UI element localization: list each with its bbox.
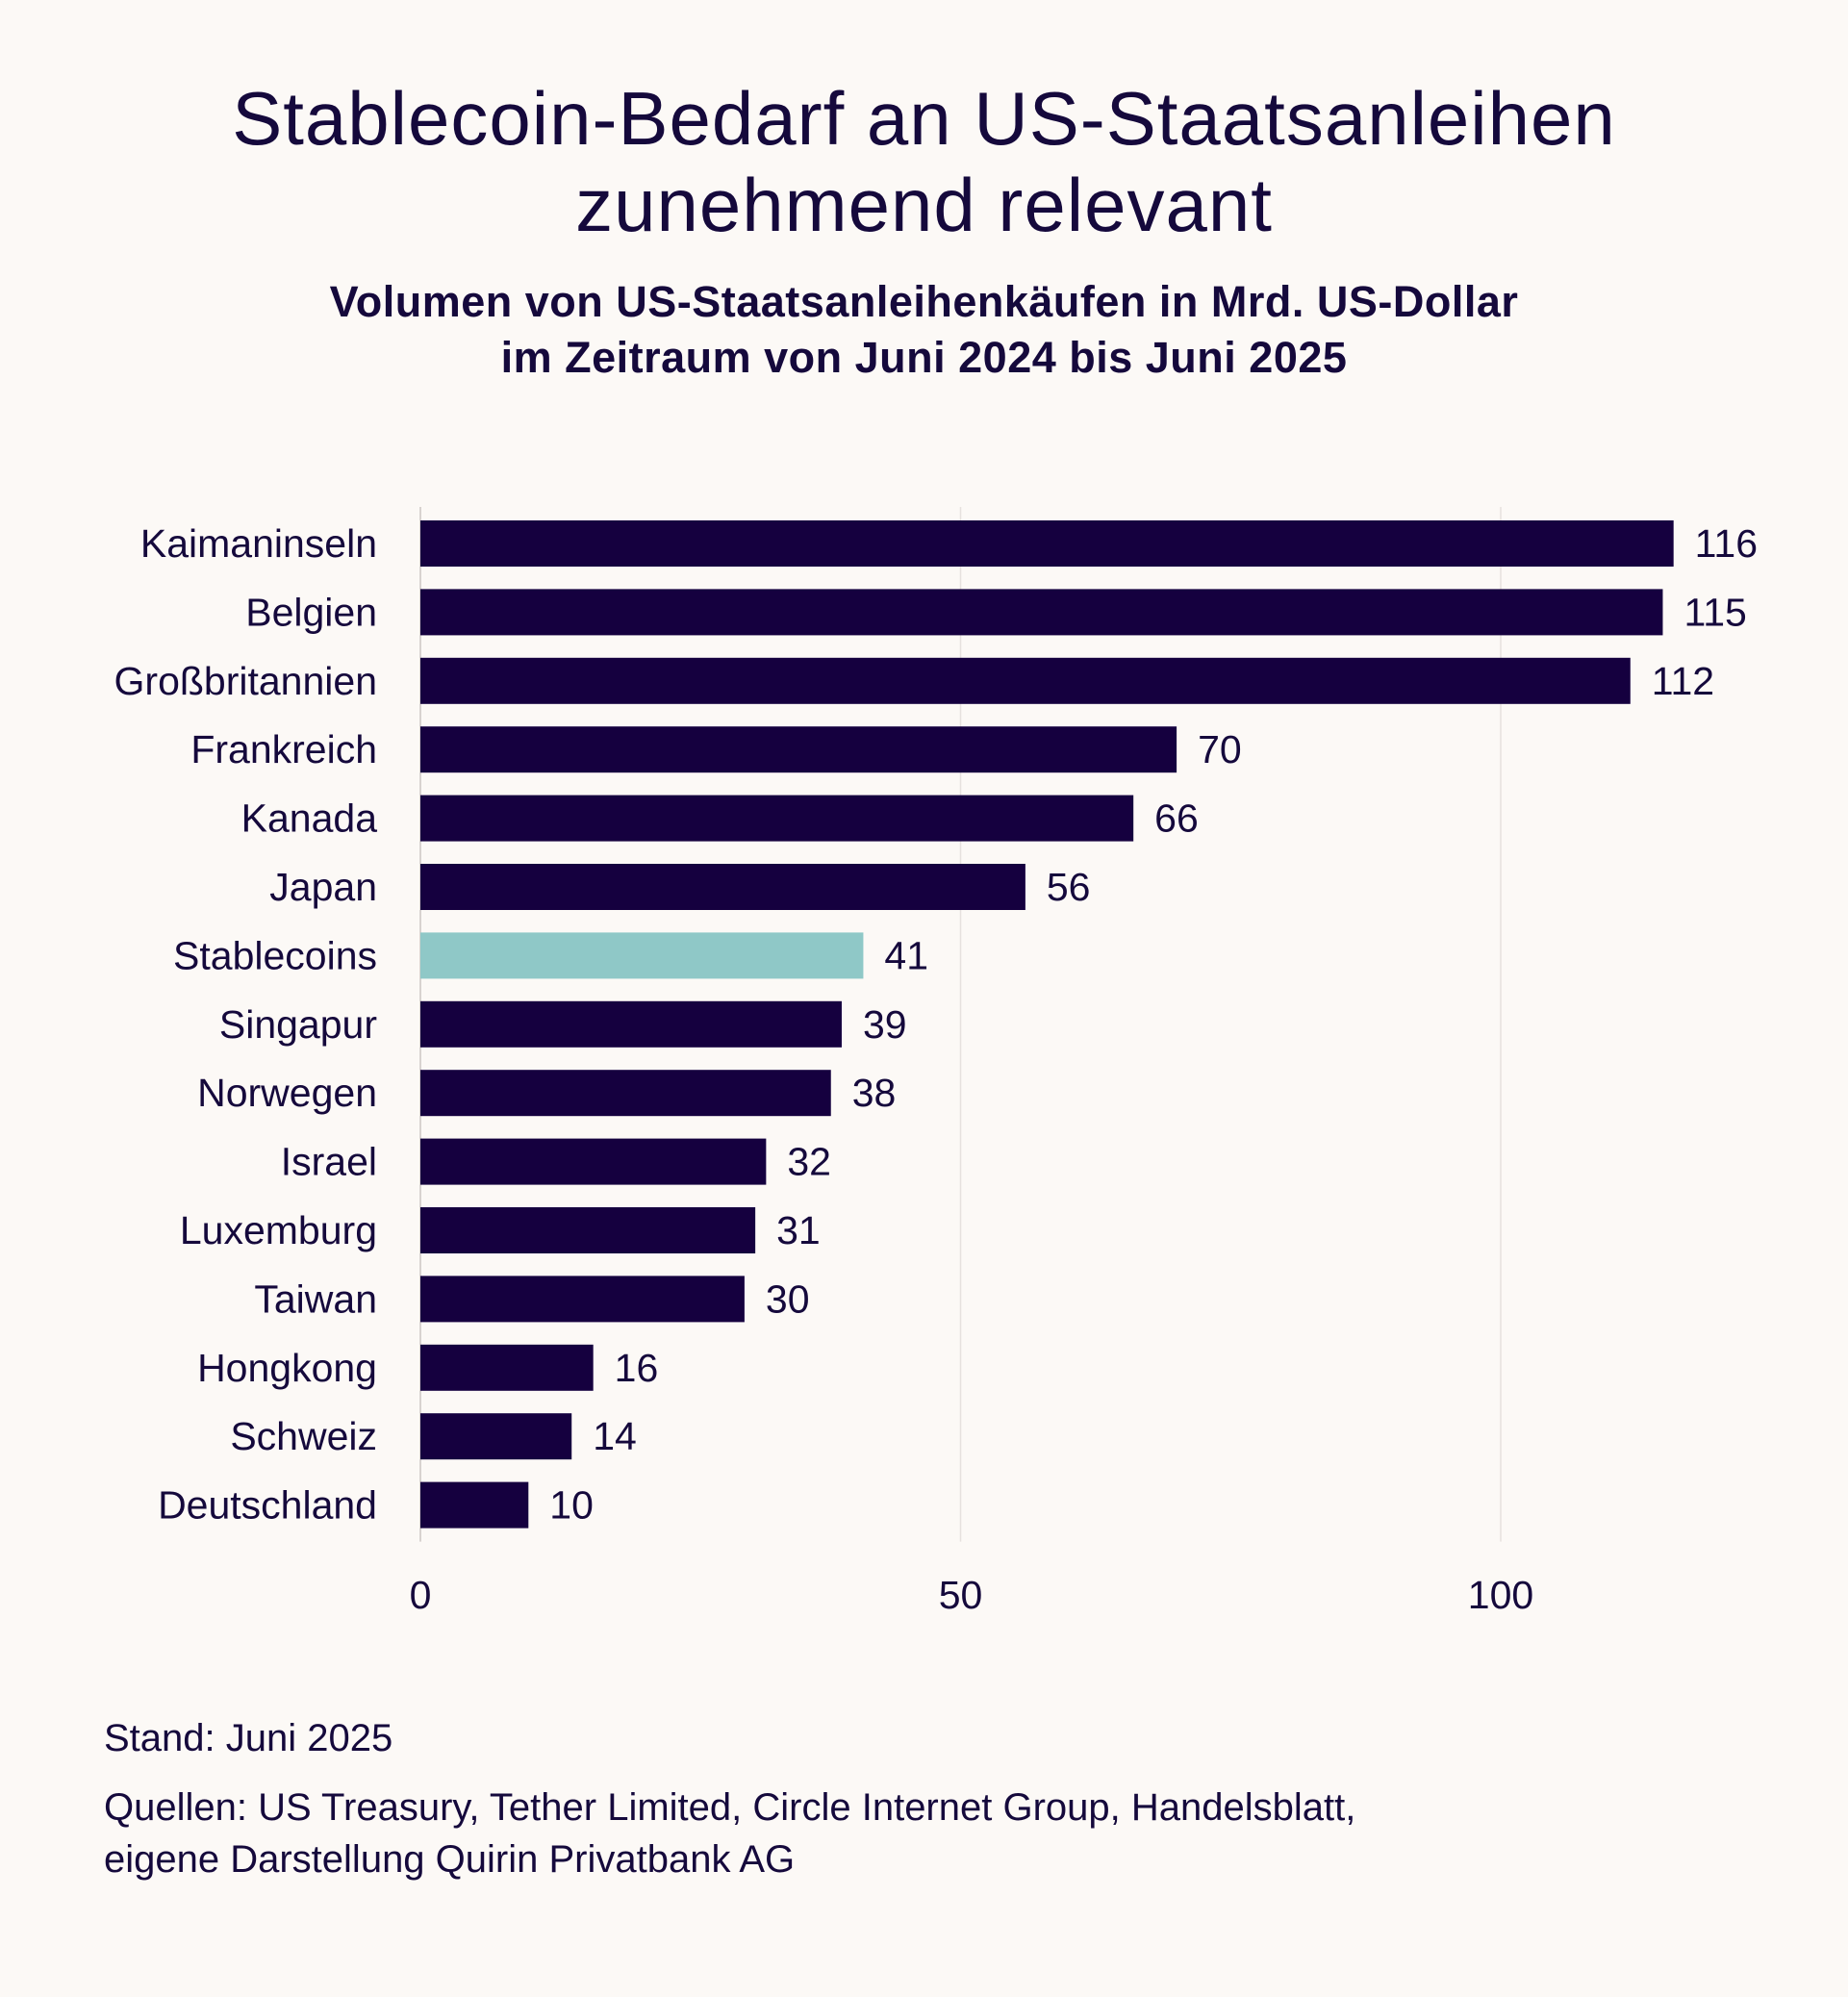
category-label: Schweiz [230,1414,377,1458]
data-label: 30 [766,1277,810,1321]
x-tick-label: 50 [939,1573,983,1617]
data-label: 66 [1154,796,1199,841]
data-label: 116 [1695,521,1758,566]
data-label: 10 [549,1483,594,1528]
category-label: Israel [281,1140,377,1184]
x-tick-label: 100 [1468,1573,1533,1617]
data-label: 115 [1683,590,1746,634]
bar [420,657,1631,704]
category-label: Stablecoins [173,933,377,977]
category-label: Kaimaninseln [140,521,377,566]
chart-subtitle: Volumen von US-Staatsanleihenkäufen in M… [0,274,1848,386]
category-label: Luxemburg [180,1208,377,1252]
chart-title-line-1: Stablecoin-Bedarf an US-Staatsanleihen [232,76,1616,161]
category-label: Taiwan [254,1277,377,1321]
category-label: Japan [269,865,377,909]
data-label: 56 [1047,865,1091,909]
chart-title-line-2: zunehmend relevant [575,163,1273,247]
category-label: Frankreich [190,727,377,771]
data-label: 41 [884,933,928,977]
category-label: Belgien [245,590,377,634]
bar-chart: 0 50 100 Kaimaninseln 116 Belgien 115 Großbrita… [114,507,1758,1617]
data-label: 14 [593,1414,637,1458]
bar [420,1070,831,1117]
category-label: Singapur [219,1002,377,1047]
bar [420,589,1663,636]
data-label: 112 [1652,659,1714,703]
chart-subtitle-line-1: Volumen von US-Staatsanleihenkäufen in M… [329,277,1519,326]
bar [420,1344,594,1391]
bar [420,932,864,979]
data-label: 16 [615,1346,659,1390]
bar [420,1138,767,1185]
sources-line-1: Quellen: US Treasury, Tether Limited, Ci… [104,1786,1356,1829]
footer-stand: Stand: Juni 2025 [104,1712,392,1764]
data-label: 31 [776,1208,821,1252]
bar [420,795,1134,842]
category-label: Kanada [241,796,378,841]
category-label: Hongkong [197,1346,377,1390]
bar [420,520,1674,567]
bar [420,726,1177,773]
data-label: 39 [863,1002,907,1047]
chart-title: Stablecoin-Bedarf an US-Staatsanleihen z… [0,75,1848,248]
category-label: Norwegen [197,1071,377,1115]
bar [420,1481,529,1529]
sources-line-2: eigene Darstellung Quirin Privatbank AG [104,1838,796,1881]
chart-subtitle-line-2: im Zeitraum von Juni 2024 bis Juni 2025 [500,333,1348,382]
data-label: 70 [1198,727,1242,771]
stand-text: Stand: Juni 2025 [104,1717,393,1759]
data-label: 32 [787,1140,831,1184]
footer-sources: Quellen: US Treasury, Tether Limited, Ci… [104,1782,1355,1885]
bar [420,1276,745,1323]
bar [420,1413,572,1460]
data-label: 38 [852,1071,897,1115]
bar [420,864,1025,910]
x-tick-label: 0 [410,1573,432,1617]
category-label: Großbritannien [114,659,377,703]
bar [420,1207,756,1253]
bar [420,1000,842,1048]
category-label: Deutschland [158,1483,377,1528]
